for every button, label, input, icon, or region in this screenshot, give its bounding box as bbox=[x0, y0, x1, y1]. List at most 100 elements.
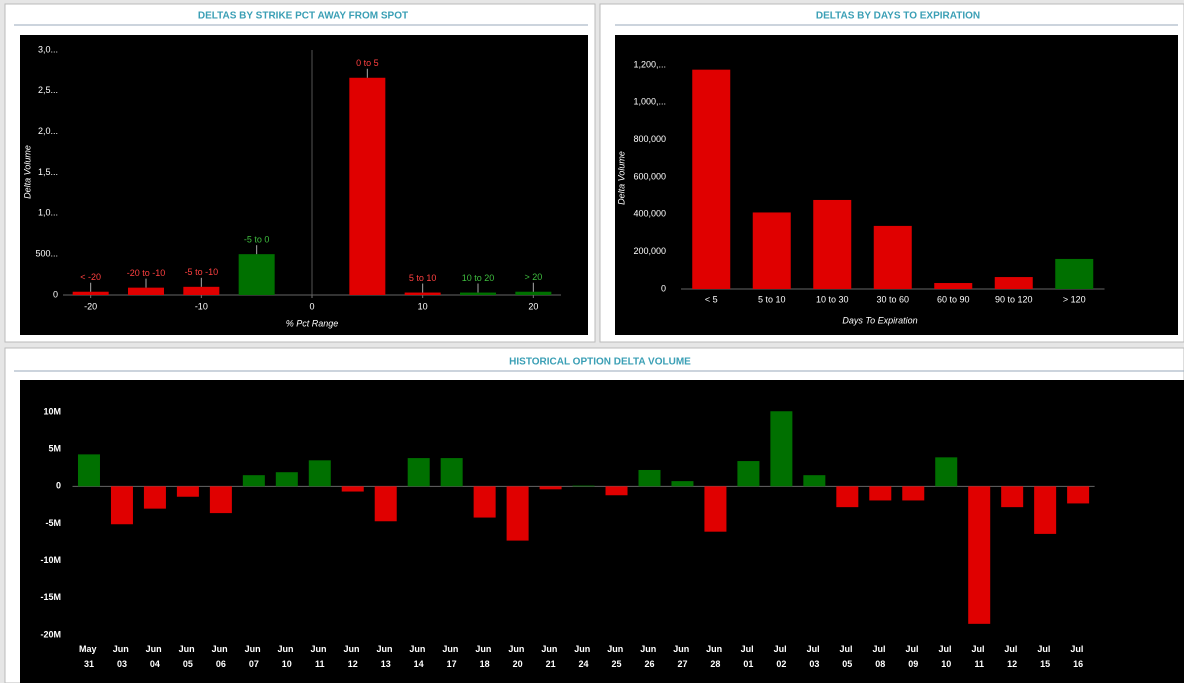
bar bbox=[404, 292, 441, 295]
x-tick-label-line: Jun bbox=[607, 644, 626, 654]
x-tick-label: Jul 05 bbox=[840, 644, 856, 669]
x-tick-label: Jul 16 bbox=[1070, 644, 1086, 669]
bar bbox=[209, 486, 232, 514]
x-tick-label: Jul 15 bbox=[1037, 644, 1053, 669]
x-tick-label: Jun 05 bbox=[179, 644, 198, 669]
bar bbox=[836, 486, 859, 508]
x-tick-label-line: 24 bbox=[579, 659, 589, 669]
bar bbox=[460, 292, 496, 295]
y-tick-label: 3,0... bbox=[38, 44, 58, 54]
bar bbox=[934, 283, 973, 289]
y-tick-label: -10M bbox=[40, 555, 61, 565]
x-tick-label: 30 to 60 bbox=[876, 294, 909, 304]
bar bbox=[128, 287, 164, 295]
bar bbox=[308, 460, 331, 487]
bar bbox=[752, 212, 791, 289]
y-tick-label: 200,000 bbox=[633, 246, 666, 256]
x-tick-label-line: Jun bbox=[706, 644, 725, 654]
x-tick-label-line: 15 bbox=[1040, 659, 1050, 669]
bar bbox=[968, 486, 991, 624]
x-tick-label-line: 01 bbox=[743, 659, 753, 669]
bar bbox=[873, 225, 912, 289]
chart-title: HISTORICAL OPTION DELTA VOLUME bbox=[509, 357, 691, 368]
data-label: > 20 bbox=[524, 272, 542, 282]
x-tick-label-line: 07 bbox=[249, 659, 259, 669]
bar bbox=[77, 454, 100, 487]
x-tick-label-line: Jun bbox=[541, 644, 560, 654]
x-tick-label: Jun 04 bbox=[146, 644, 165, 669]
bar bbox=[1055, 258, 1094, 289]
x-tick-label-line: Jul bbox=[807, 644, 823, 654]
x-tick-label: Jun 12 bbox=[343, 644, 362, 669]
x-tick-label-line: 11 bbox=[974, 659, 984, 669]
x-tick-label-line: 10 bbox=[282, 659, 292, 669]
x-tick-label: Jun 11 bbox=[311, 644, 330, 669]
bar bbox=[671, 481, 694, 487]
x-tick-label-line: Jun bbox=[245, 644, 264, 654]
bar bbox=[770, 411, 793, 487]
x-tick-label: 60 to 90 bbox=[937, 294, 970, 304]
x-tick-label: < 5 bbox=[705, 294, 718, 304]
y-tick-label: 1,5... bbox=[38, 167, 58, 177]
x-tick-label: Jul 01 bbox=[741, 644, 757, 669]
x-tick-label: Jun 21 bbox=[541, 644, 560, 669]
x-tick-label: Jun 26 bbox=[640, 644, 659, 669]
x-tick-label-line: Jul bbox=[1004, 644, 1020, 654]
x-tick-label: 10 bbox=[418, 301, 428, 311]
x-tick-label: -10 bbox=[195, 301, 208, 311]
x-tick-label-line: Jun bbox=[409, 644, 428, 654]
y-tick-label: 10M bbox=[43, 406, 61, 416]
x-tick-label-line: 14 bbox=[414, 659, 424, 669]
plot-area bbox=[20, 35, 588, 335]
y-tick-label: 5M bbox=[48, 444, 61, 454]
y-tick-label: 1,200,... bbox=[633, 59, 666, 69]
x-tick-label-line: Jun bbox=[508, 644, 527, 654]
bar bbox=[692, 69, 731, 290]
x-tick-label: Jun 28 bbox=[706, 644, 725, 669]
x-tick-label: Jul 11 bbox=[971, 644, 987, 669]
data-label: 10 to 20 bbox=[462, 273, 495, 283]
x-tick-label-line: Jun bbox=[311, 644, 330, 654]
x-tick-label: Jun 25 bbox=[607, 644, 626, 669]
data-label: < -20 bbox=[80, 272, 101, 282]
x-tick-label-line: 05 bbox=[183, 659, 193, 669]
x-tick-label: Jun 13 bbox=[376, 644, 395, 669]
x-tick-label-line: 02 bbox=[776, 659, 786, 669]
x-tick-label: Jul 03 bbox=[807, 644, 823, 669]
bar bbox=[506, 486, 529, 541]
x-tick-label: Jun 18 bbox=[475, 644, 494, 669]
x-tick-label-line: Jun bbox=[343, 644, 362, 654]
bar bbox=[902, 486, 925, 501]
bar bbox=[704, 486, 727, 532]
y-tick-label: 1,000,... bbox=[633, 97, 666, 107]
x-tick-label-line: 12 bbox=[1007, 659, 1017, 669]
bar bbox=[473, 486, 496, 518]
data-label: 5 to 10 bbox=[409, 273, 437, 283]
x-tick-label-line: 16 bbox=[1073, 659, 1083, 669]
x-tick-label-line: Jul bbox=[741, 644, 757, 654]
x-tick-label-line: 18 bbox=[480, 659, 490, 669]
y-tick-label: 800,000 bbox=[633, 134, 666, 144]
bar bbox=[572, 485, 595, 487]
x-tick-label-line: 08 bbox=[875, 659, 885, 669]
x-tick-label-line: 11 bbox=[315, 659, 325, 669]
y-tick-label: -20M bbox=[40, 629, 61, 639]
bar bbox=[1067, 486, 1090, 504]
x-tick-label-line: 27 bbox=[677, 659, 687, 669]
bar bbox=[176, 486, 199, 497]
x-tick-label: Jul 02 bbox=[774, 644, 790, 669]
chart-title: DELTAS BY DAYS TO EXPIRATION bbox=[816, 11, 980, 22]
x-tick-label-line: 05 bbox=[842, 659, 852, 669]
x-tick-label: Jun 17 bbox=[442, 644, 461, 669]
x-tick-label: > 120 bbox=[1063, 294, 1086, 304]
data-label: -5 to -10 bbox=[185, 267, 219, 277]
y-axis-label: Delta Volume bbox=[22, 145, 32, 199]
y-tick-label: 500... bbox=[35, 249, 58, 259]
x-tick-label-line: 06 bbox=[216, 659, 226, 669]
x-tick-label-line: 10 bbox=[941, 659, 951, 669]
x-tick-label-line: Jul bbox=[971, 644, 987, 654]
x-tick-label-line: 26 bbox=[644, 659, 654, 669]
x-tick-label: 5 to 10 bbox=[758, 294, 786, 304]
y-tick-label: 400,000 bbox=[633, 209, 666, 219]
y-tick-label: 1,0... bbox=[38, 208, 58, 218]
